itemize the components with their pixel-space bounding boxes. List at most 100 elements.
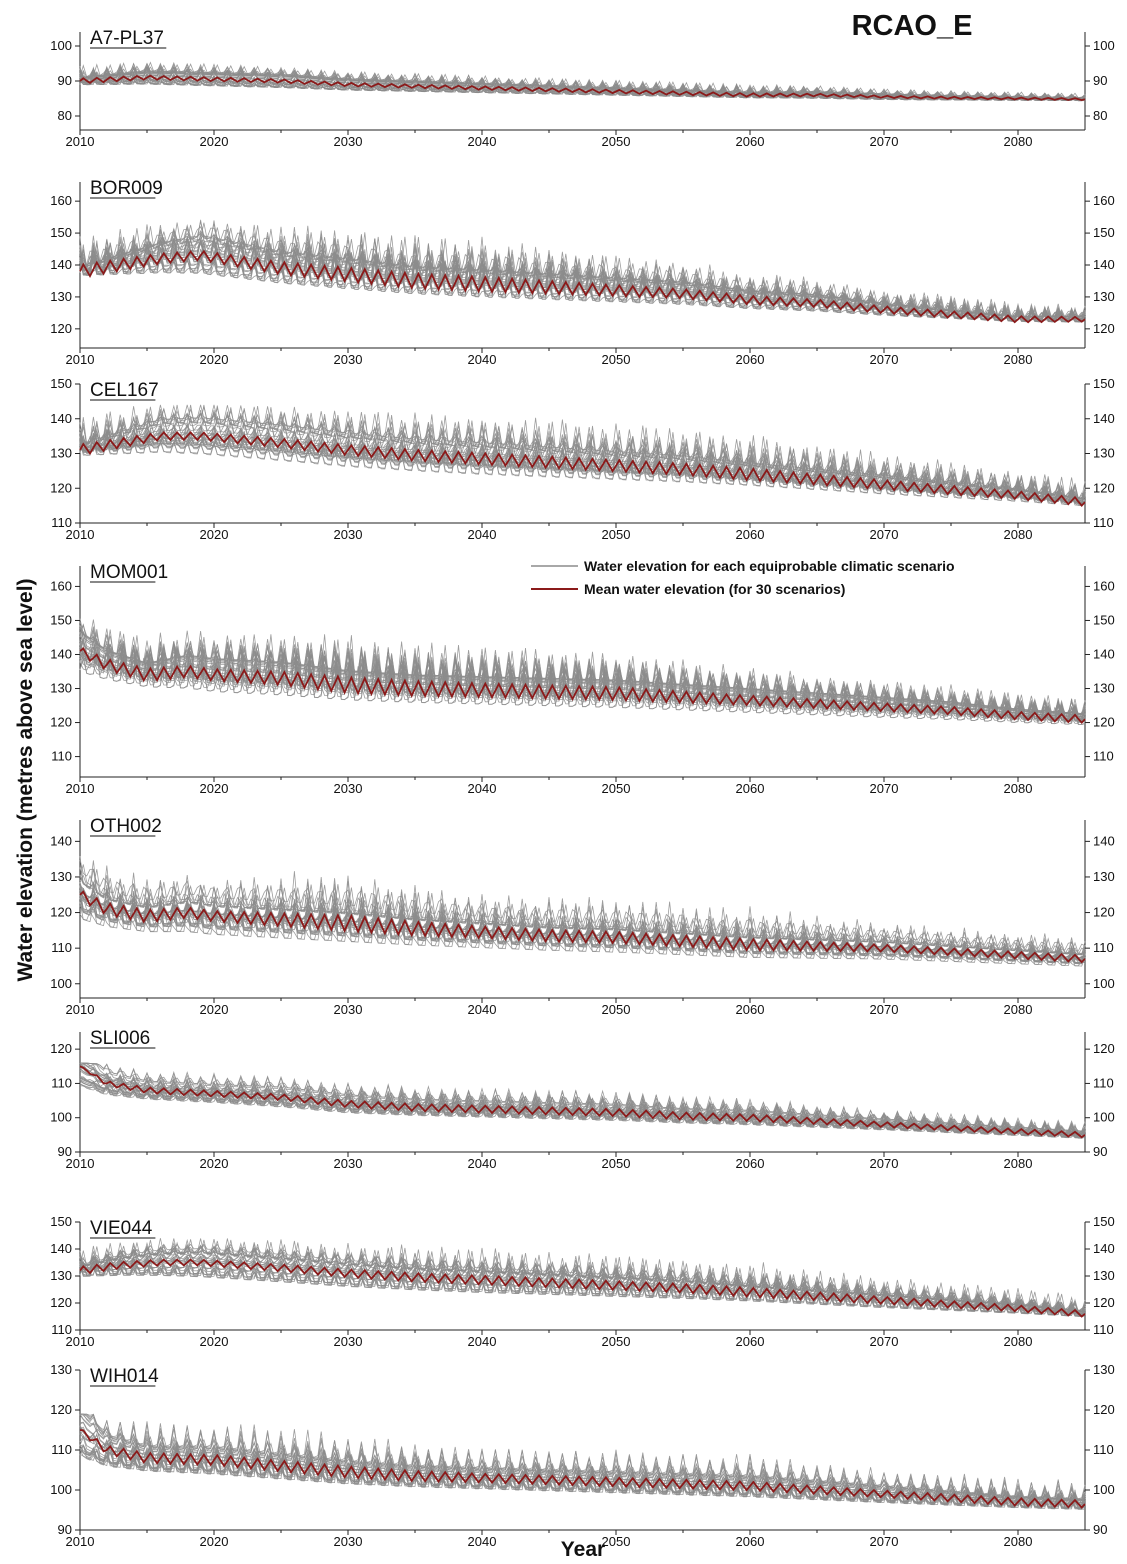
- x-tick-label: 2010: [66, 781, 95, 796]
- x-tick-label: 2030: [334, 527, 363, 542]
- y-tick-label-left: 120: [50, 715, 72, 730]
- y-tick-label-left: 160: [50, 578, 72, 593]
- x-tick-label: 2010: [66, 1534, 95, 1549]
- mean-line: [79, 1429, 1086, 1509]
- panel-title: VIE044: [90, 1218, 153, 1239]
- scenario-line: [79, 1434, 1085, 1507]
- scenario-line: [79, 76, 1086, 101]
- y-tick-label-right: 120: [1093, 480, 1115, 495]
- x-tick-label: 2070: [870, 1002, 899, 1017]
- x-tick-label: 2070: [870, 1334, 899, 1349]
- x-tick-label: 2030: [334, 352, 363, 367]
- x-tick-label: 2060: [736, 352, 765, 367]
- y-tick-label-right: 130: [1093, 446, 1115, 461]
- scenario-line: [79, 248, 1086, 322]
- y-tick-label-right: 150: [1093, 225, 1115, 240]
- y-tick-label-left: 140: [50, 833, 72, 848]
- scenario-line: [79, 864, 1085, 954]
- x-tick-label: 2030: [334, 134, 363, 149]
- y-tick-label-right: 110: [1093, 1075, 1114, 1090]
- mean-line: [79, 647, 1086, 725]
- scenario-line: [79, 655, 1086, 724]
- panel-title: A7-PL37: [90, 28, 164, 49]
- figure-heading: RCAO_E: [852, 10, 973, 42]
- x-tick-label: 2080: [1004, 1334, 1033, 1349]
- scenario-line: [79, 80, 1086, 101]
- legend: Water elevation for each equiprobable cl…: [531, 558, 955, 597]
- scenario-line: [79, 1413, 1086, 1501]
- panel-title: MOM001: [90, 562, 168, 583]
- panel-title: CEL167: [90, 380, 159, 401]
- x-tick-label: 2050: [602, 1334, 631, 1349]
- x-tick-label: 2030: [334, 1534, 363, 1549]
- scenario-line: [79, 1082, 1086, 1139]
- y-tick-label-right: 160: [1093, 578, 1115, 593]
- y-tick-label-left: 110: [51, 1075, 72, 1090]
- y-tick-label-left: 120: [50, 1041, 72, 1056]
- x-tick-label: 2050: [602, 134, 631, 149]
- x-tick-label: 2020: [200, 134, 229, 149]
- y-tick-label-left: 140: [50, 646, 72, 661]
- scenario-line: [79, 625, 1086, 716]
- x-tick-label: 2060: [736, 1334, 765, 1349]
- y-tick-label-right: 110: [1093, 749, 1114, 764]
- x-tick-label: 2060: [736, 527, 765, 542]
- x-tick-label: 2030: [334, 1002, 363, 1017]
- x-tick-label: 2060: [736, 1534, 765, 1549]
- scenario-line: [79, 647, 1086, 723]
- scenario-line: [79, 1261, 1086, 1317]
- y-tick-label-left: 80: [58, 108, 72, 123]
- scenario-line: [79, 1453, 1086, 1510]
- x-tick-label: 2080: [1004, 134, 1033, 149]
- y-tick-label-left: 110: [51, 940, 72, 955]
- scenario-line: [79, 241, 1086, 319]
- y-tick-label-right: 140: [1093, 833, 1115, 848]
- scenario-line: [79, 651, 1086, 721]
- x-tick-label: 2070: [870, 1156, 899, 1171]
- y-tick-label-right: 100: [1093, 1482, 1115, 1497]
- y-tick-label-left: 150: [50, 612, 72, 627]
- panel-cel167: 110 110 120 120 130 130 140 140 150 150 2010 2020 20…: [50, 376, 1114, 542]
- scenario-line: [79, 222, 1086, 318]
- x-tick-label: 2060: [736, 134, 765, 149]
- scenario-line: [79, 1080, 1086, 1139]
- x-tick-label: 2040: [468, 134, 497, 149]
- scenario-line: [79, 409, 1086, 500]
- x-tick-label: 2040: [468, 1156, 497, 1171]
- x-tick-label: 2070: [870, 527, 899, 542]
- y-tick-label-left: 100: [50, 38, 72, 53]
- x-tick-label: 2030: [334, 781, 363, 796]
- scenario-line: [79, 1076, 1086, 1138]
- x-tick-label: 2050: [602, 1156, 631, 1171]
- scenario-line: [79, 875, 1086, 956]
- scenario-line: [79, 886, 1086, 964]
- x-tick-label: 2060: [736, 1002, 765, 1017]
- x-tick-label: 2020: [200, 352, 229, 367]
- scenario-line: [79, 1062, 1086, 1133]
- y-tick-label-left: 130: [50, 1362, 72, 1377]
- scenario-line: [79, 1267, 1086, 1317]
- y-tick-label-right: 140: [1093, 411, 1115, 426]
- y-tick-label-right: 120: [1093, 321, 1115, 336]
- x-tick-label: 2040: [468, 1534, 497, 1549]
- y-tick-label-left: 110: [51, 749, 72, 764]
- scenario-line: [79, 860, 1086, 952]
- scenario-line: [79, 624, 1086, 716]
- x-axis-title: Year: [561, 1538, 605, 1561]
- x-tick-label: 2050: [602, 527, 631, 542]
- scenario-line: [79, 416, 1086, 501]
- scenario-line: [79, 1070, 1086, 1136]
- x-tick-label: 2020: [200, 527, 229, 542]
- y-tick-label-right: 110: [1093, 515, 1114, 530]
- panel-title: SLI006: [90, 1028, 150, 1049]
- y-tick-label-right: 100: [1093, 976, 1115, 991]
- mean-line: [79, 1258, 1086, 1318]
- x-tick-label: 2020: [200, 1156, 229, 1171]
- y-tick-label-left: 100: [50, 1110, 72, 1125]
- mean-line: [79, 249, 1086, 324]
- x-tick-label: 2010: [66, 1156, 95, 1171]
- x-tick-label: 2070: [870, 352, 899, 367]
- scenario-line: [79, 429, 1086, 504]
- x-tick-label: 2040: [468, 1334, 497, 1349]
